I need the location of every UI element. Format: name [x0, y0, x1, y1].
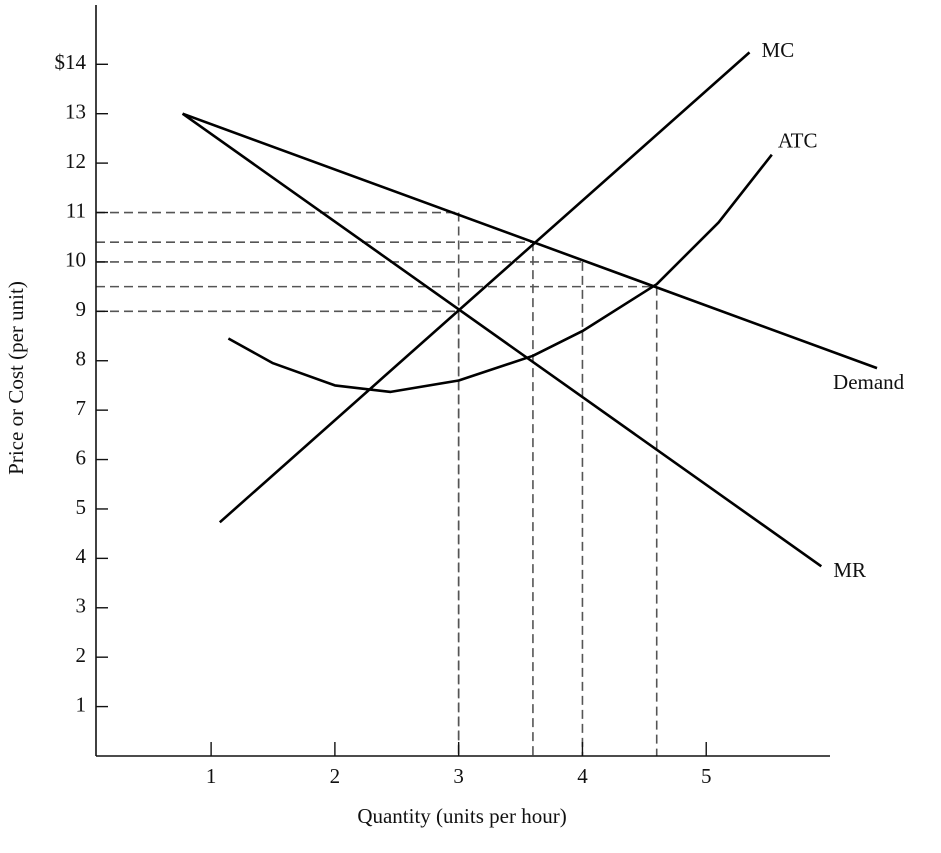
curve-label: ATC	[778, 129, 818, 153]
y-tick-label: 2	[76, 643, 87, 667]
y-tick-label: 11	[66, 198, 86, 222]
y-tick-label: 9	[76, 297, 87, 321]
curve-label: MR	[833, 558, 866, 582]
y-tick-label: 12	[65, 149, 86, 173]
y-tick-label: 5	[76, 495, 87, 519]
y-axis-label: Price or Cost (per unit)	[4, 281, 28, 475]
y-tick-label: 10	[65, 248, 86, 272]
y-tick-label: 1	[76, 692, 87, 716]
curve-label: Demand	[833, 370, 905, 394]
curve	[218, 51, 751, 524]
x-tick-label: 3	[453, 764, 464, 788]
x-tick-label: 4	[577, 764, 588, 788]
curve	[227, 153, 773, 394]
curve	[182, 112, 878, 370]
x-tick-label: 2	[330, 764, 341, 788]
y-tick-label: 6	[76, 445, 87, 469]
y-tick-label: $14	[55, 50, 87, 74]
y-tick-label: 13	[65, 100, 86, 124]
curve-label: MC	[762, 38, 795, 62]
y-tick-label: 3	[76, 594, 87, 618]
curve	[181, 112, 823, 568]
x-tick-label: 1	[206, 764, 217, 788]
y-tick-label: 4	[76, 544, 87, 568]
x-tick-label: 5	[701, 764, 712, 788]
x-axis-label: Quantity (units per hour)	[357, 804, 566, 828]
y-tick-label: 8	[76, 347, 87, 371]
y-tick-label: 7	[76, 396, 87, 420]
